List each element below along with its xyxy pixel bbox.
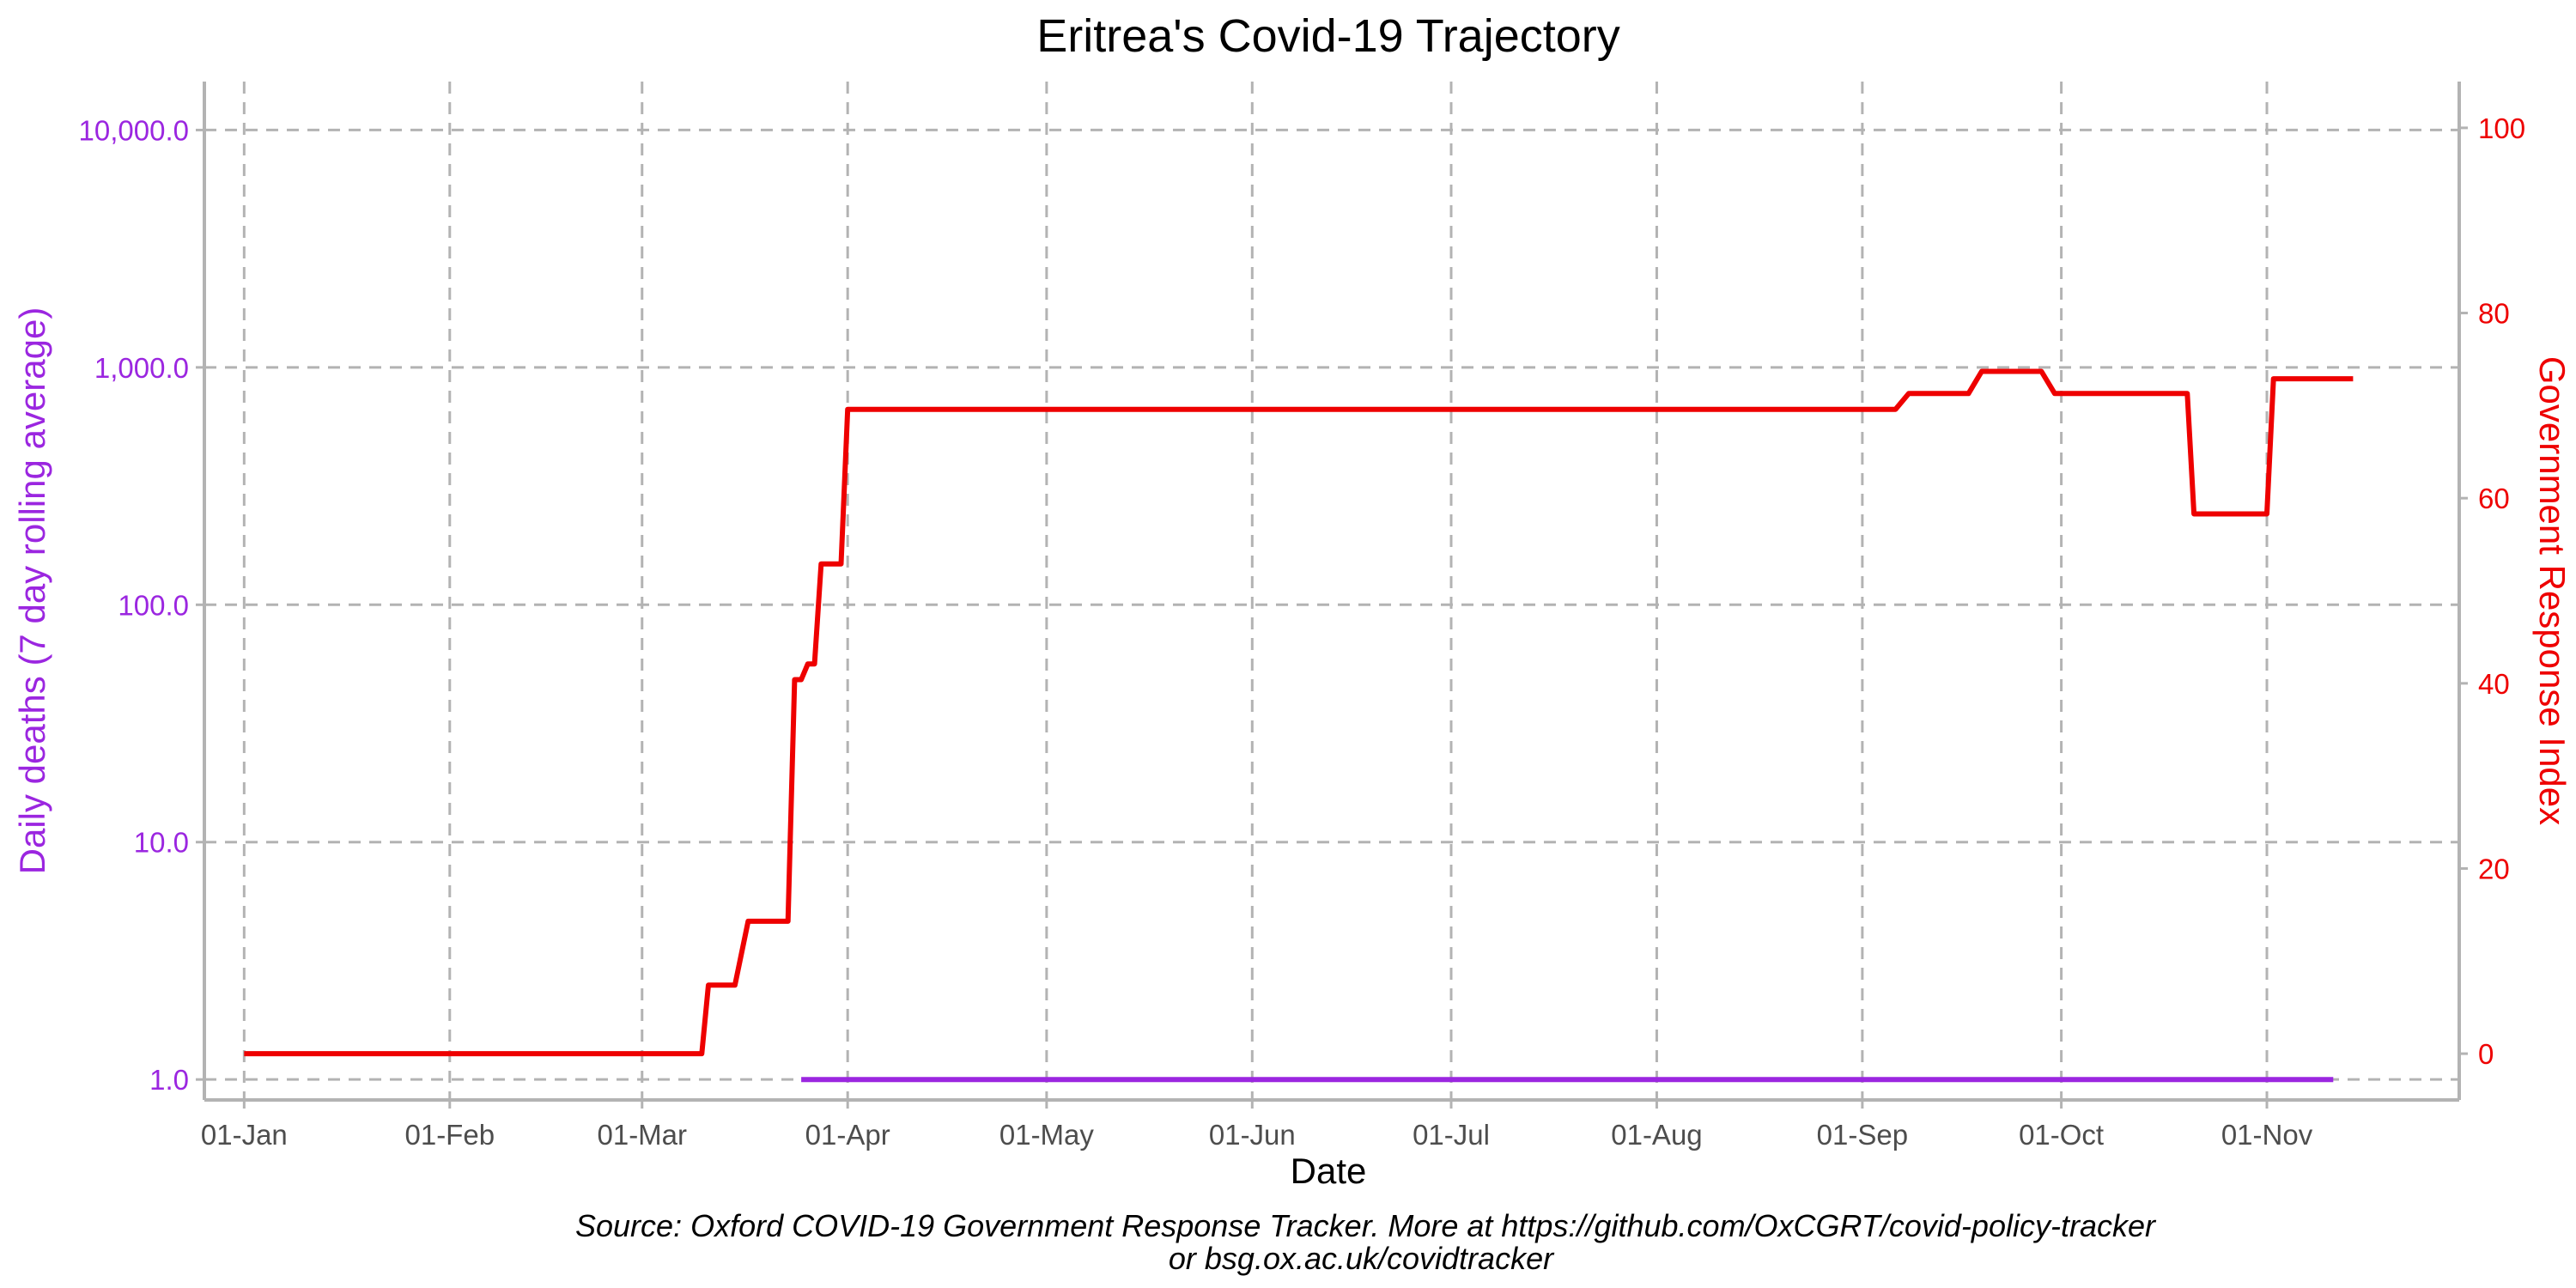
x-axis-title: Date xyxy=(1291,1151,1367,1191)
government-response-index-line xyxy=(244,368,2354,1057)
y-axis-left-title: Daily deaths (7 day rolling average) xyxy=(12,307,52,875)
y-left-tick-label: 10,000.0 xyxy=(79,114,189,146)
x-tick-label: 01-Mar xyxy=(597,1119,687,1151)
y-left-tick-label: 1,000.0 xyxy=(94,352,189,384)
x-tick-label: 01-Nov xyxy=(2221,1119,2313,1151)
x-tick-label: 01-Jan xyxy=(201,1119,288,1151)
x-tick-label: 01-Sep xyxy=(1817,1119,1908,1151)
x-tick-label: 01-Feb xyxy=(404,1119,495,1151)
series-group xyxy=(244,368,2354,1083)
source-caption-line-1: Source: Oxford COVID-19 Government Respo… xyxy=(575,1208,2157,1243)
y-right-tick-label: 40 xyxy=(2478,668,2510,700)
y-left-tick-label: 10.0 xyxy=(134,827,189,859)
axes-frame xyxy=(196,82,2468,1109)
x-tick-label: 01-Jun xyxy=(1209,1119,1296,1151)
source-caption-line-2: or bsg.ox.ac.uk/covidtracker xyxy=(1169,1241,1555,1276)
y-right-tick-label: 100 xyxy=(2478,112,2525,144)
chart-title: Eritrea's Covid-19 Trajectory xyxy=(1036,10,1620,62)
tick-labels: 01-Jan 01-Feb 01-Mar 01-Apr 01-May 01-Jun 01-J… xyxy=(79,112,2526,1151)
x-tick-label: 01-May xyxy=(999,1119,1095,1151)
y-right-tick-label: 0 xyxy=(2478,1038,2494,1070)
y-axis-right-title: Government Response Index xyxy=(2532,356,2573,825)
y-right-tick-label: 20 xyxy=(2478,853,2510,884)
x-tick-label: 01-Aug xyxy=(1611,1119,1702,1151)
y-right-tick-label: 80 xyxy=(2478,298,2510,330)
x-tick-label: 01-Apr xyxy=(805,1119,890,1151)
x-tick-label: 01-Jul xyxy=(1413,1119,1490,1151)
x-tick-label: 01-Oct xyxy=(2019,1119,2104,1151)
y-right-tick-label: 60 xyxy=(2478,483,2510,514)
y-left-tick-label: 1.0 xyxy=(149,1064,189,1096)
y-left-tick-label: 100.0 xyxy=(118,589,189,621)
grid xyxy=(204,82,2459,1100)
